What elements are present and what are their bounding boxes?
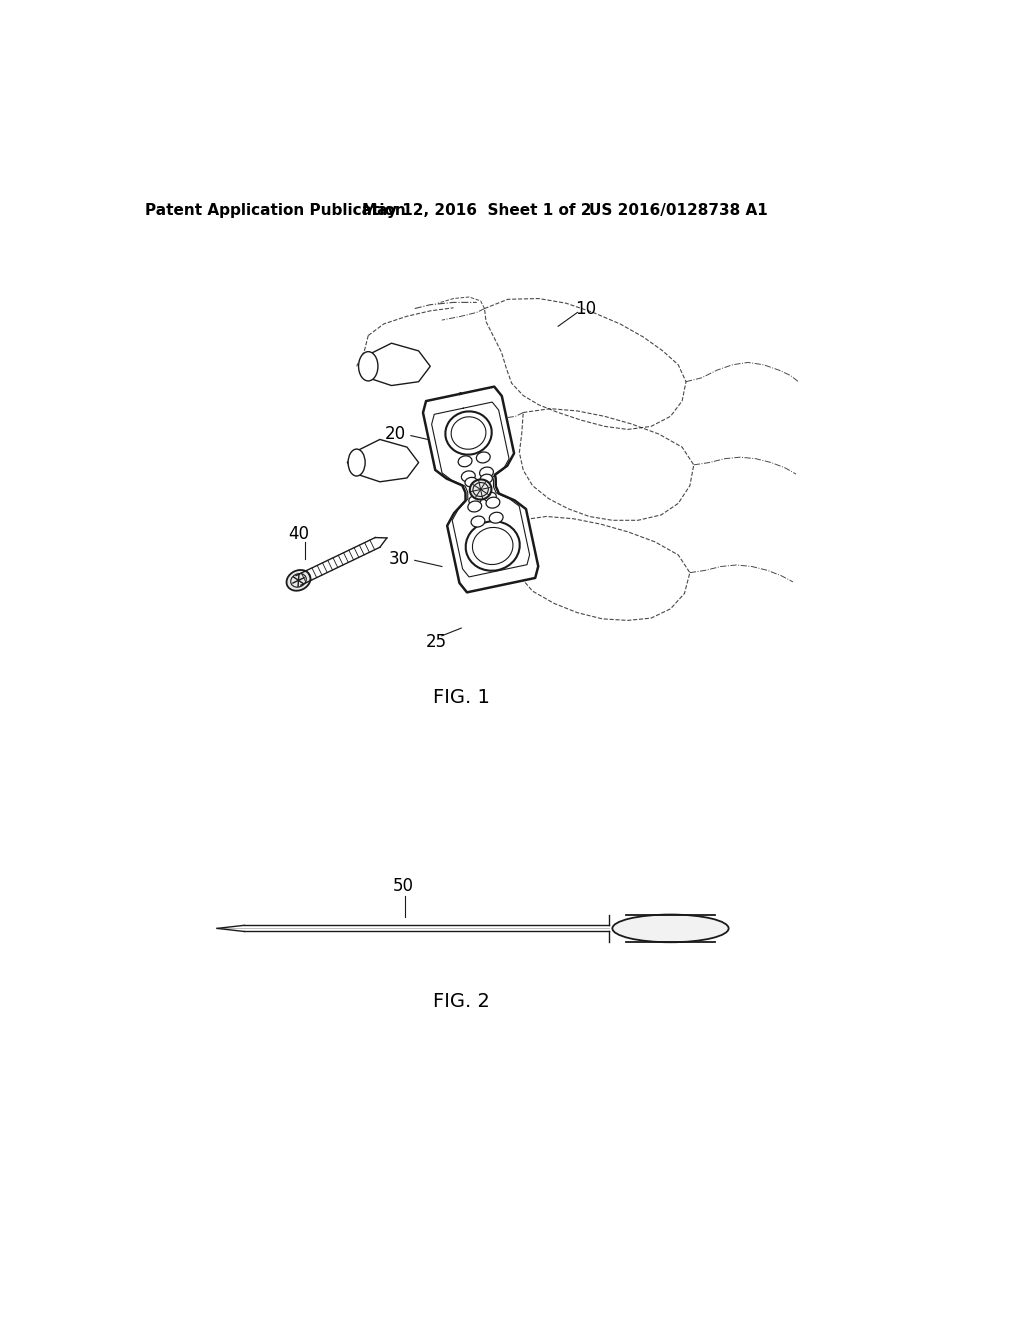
- Ellipse shape: [471, 516, 485, 527]
- Ellipse shape: [484, 492, 497, 502]
- Ellipse shape: [612, 915, 729, 942]
- Text: 25: 25: [426, 634, 447, 651]
- Ellipse shape: [479, 467, 494, 478]
- Text: FIG. 2: FIG. 2: [433, 993, 489, 1011]
- Ellipse shape: [476, 451, 490, 463]
- Ellipse shape: [470, 479, 492, 499]
- Text: 10: 10: [574, 300, 596, 318]
- Ellipse shape: [468, 502, 481, 512]
- Ellipse shape: [486, 498, 500, 508]
- Ellipse shape: [469, 495, 481, 504]
- Ellipse shape: [489, 512, 503, 523]
- Text: US 2016/0128738 A1: US 2016/0128738 A1: [589, 203, 768, 218]
- Ellipse shape: [458, 455, 472, 467]
- Text: May 12, 2016  Sheet 1 of 2: May 12, 2016 Sheet 1 of 2: [362, 203, 592, 218]
- Ellipse shape: [348, 449, 366, 477]
- Text: 30: 30: [389, 550, 410, 568]
- Text: Patent Application Publication: Patent Application Publication: [144, 203, 406, 218]
- Ellipse shape: [358, 351, 378, 381]
- Ellipse shape: [462, 471, 475, 482]
- Text: 50: 50: [392, 876, 414, 895]
- Ellipse shape: [287, 570, 310, 591]
- Text: 40: 40: [288, 525, 309, 543]
- Polygon shape: [423, 387, 539, 593]
- Ellipse shape: [465, 478, 477, 487]
- Ellipse shape: [480, 474, 493, 483]
- Text: 20: 20: [385, 425, 406, 444]
- Text: FIG. 1: FIG. 1: [433, 688, 489, 708]
